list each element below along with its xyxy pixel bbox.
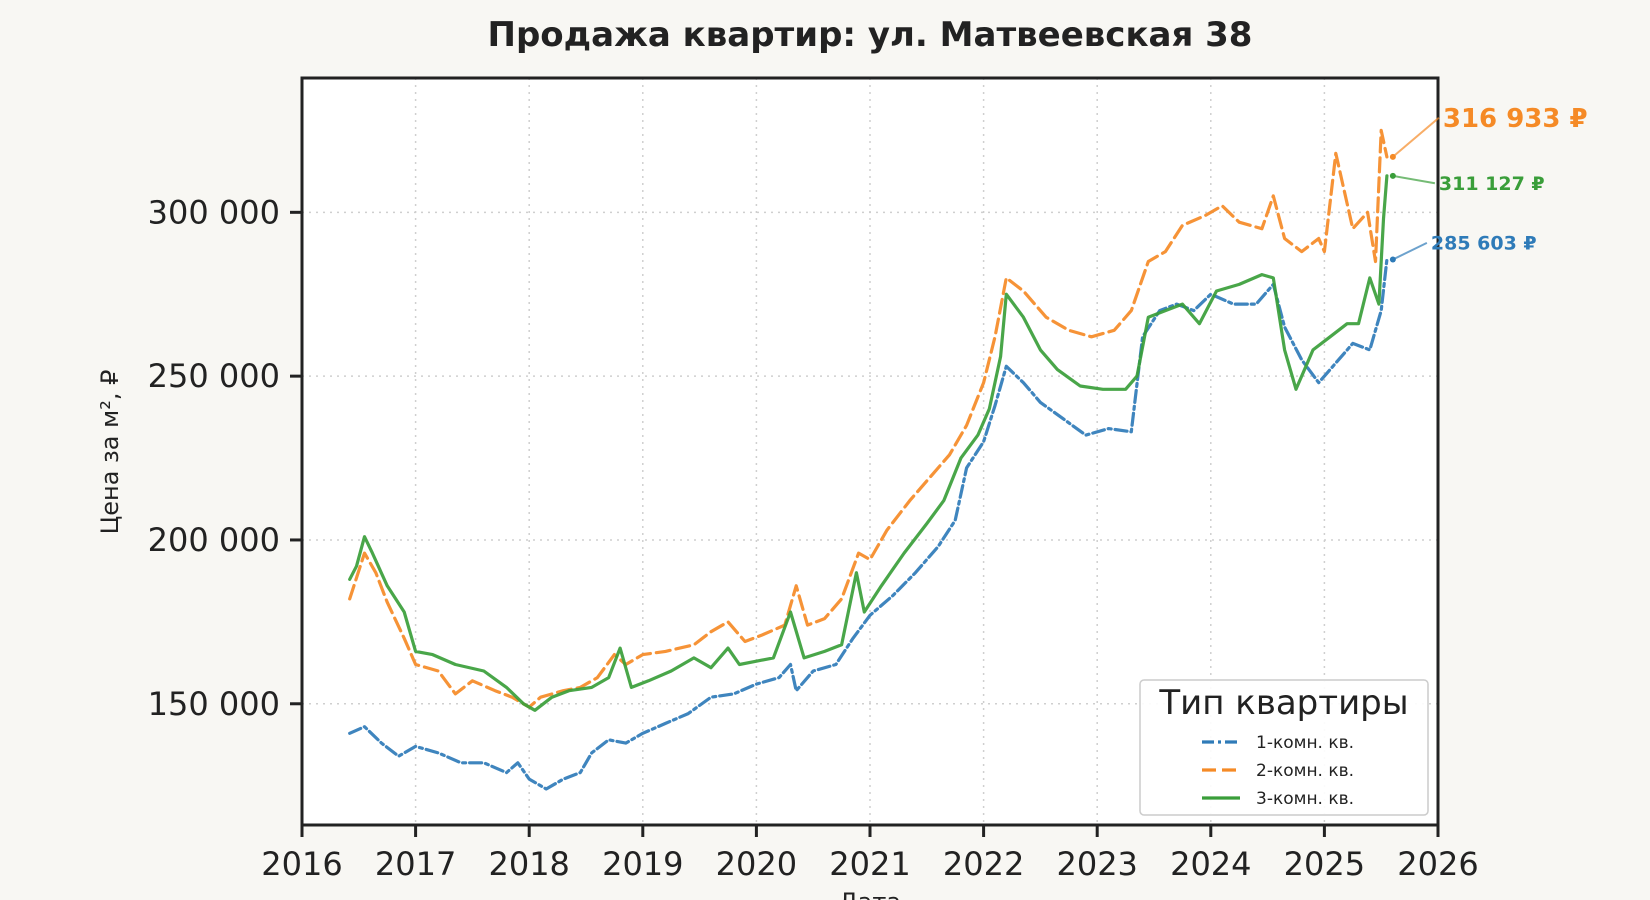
x-axis-label: Дата <box>839 888 901 900</box>
annotations: 316 933 ₽ 311 127 ₽ 285 603 ₽ <box>1389 104 1588 263</box>
y-tick-label: 250 000 <box>148 357 280 395</box>
x-tick-label: 2025 <box>1284 845 1365 883</box>
y-tick-label: 150 000 <box>148 685 280 723</box>
y-axis-label: Цена за м², ₽ <box>96 370 124 535</box>
annotation-arrowhead <box>1389 172 1396 179</box>
legend-title: Тип квартиры <box>1158 683 1408 723</box>
series-line-1-комн. кв. <box>348 257 1389 791</box>
x-tick-label: 2018 <box>488 845 569 883</box>
annotation-arrow <box>1392 241 1428 261</box>
x-tick-label: 2026 <box>1397 845 1478 883</box>
legend-box <box>1139 679 1429 816</box>
legend: Тип квартиры 1-комн. кв. 2-комн. кв. 3-ком… <box>1139 679 1429 816</box>
annotation-arrow <box>1392 174 1436 185</box>
annotation-label: 285 603 ₽ <box>1431 232 1537 254</box>
y-tick-label: 200 000 <box>148 521 280 559</box>
series-layer <box>348 128 1389 791</box>
series-line-3-комн. кв. <box>348 174 1389 712</box>
y-tick-label: 300 000 <box>148 193 280 231</box>
y-axis: 150 000 200 000 250 000 300 000 <box>148 193 302 723</box>
annotation-arrowhead <box>1389 256 1396 263</box>
x-tick-label: 2021 <box>829 845 910 883</box>
x-tick-label: 2016 <box>261 845 342 883</box>
x-tick-label: 2023 <box>1056 845 1137 883</box>
x-tick-label: 2017 <box>375 845 456 883</box>
legend-label: 2-комн. кв. <box>1256 761 1354 781</box>
x-tick-label: 2019 <box>602 845 683 883</box>
legend-items: 1-комн. кв. 2-комн. кв. 3-комн. кв. <box>1202 733 1354 809</box>
series-line-2-комн. кв. <box>348 128 1389 709</box>
annotation-arrow <box>1392 116 1440 158</box>
annotation-label: 316 933 ₽ <box>1443 104 1588 134</box>
annotation-label: 311 127 ₽ <box>1439 173 1545 195</box>
legend-label: 1-комн. кв. <box>1256 733 1354 753</box>
annotation-arrowhead <box>1389 153 1396 160</box>
x-tick-label: 2020 <box>716 845 797 883</box>
legend-label: 3-комн. кв. <box>1256 789 1354 809</box>
x-tick-label: 2022 <box>943 845 1024 883</box>
x-axis: 2016 2017 2018 2019 2020 2021 2022 2023 2024 2025… <box>261 825 1479 883</box>
chart-title: Продажа квартир: ул. Матвеевская 38 <box>488 15 1253 55</box>
x-tick-label: 2024 <box>1170 845 1251 883</box>
